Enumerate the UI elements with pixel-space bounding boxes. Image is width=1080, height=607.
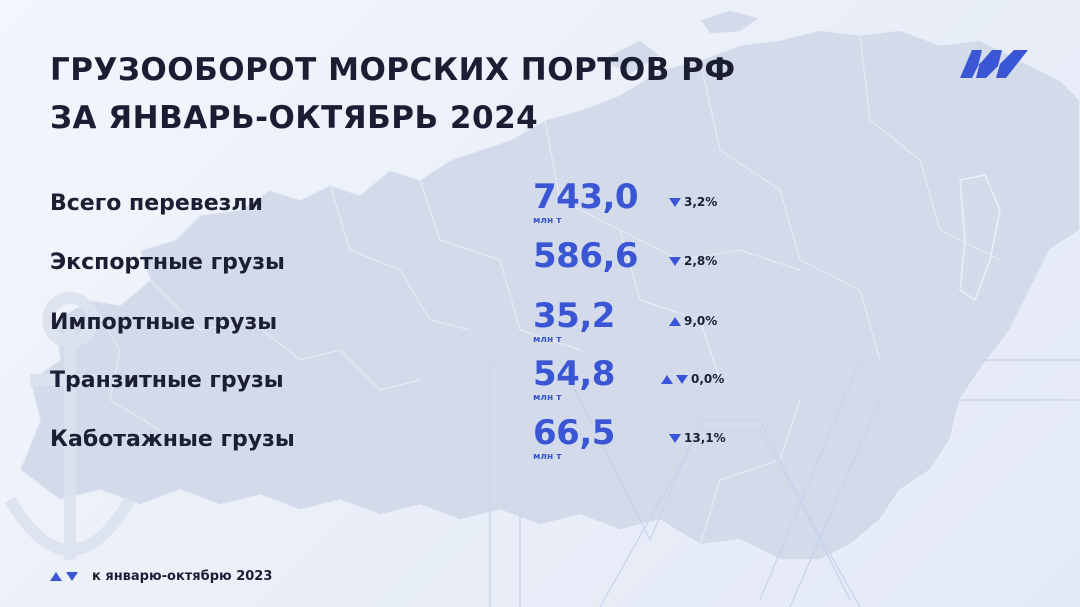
row-change: 9,0% — [669, 314, 717, 328]
stat-row-total: Всего перевезли 743,0 млн т 3,2% — [0, 177, 1080, 233]
brand-logo-icon — [960, 50, 1028, 78]
triangle-up-icon — [669, 316, 681, 326]
stat-row-transit: Транзитные грузы 54,8 млн т 0,0% — [0, 354, 1080, 410]
triangle-up-icon — [661, 374, 673, 384]
row-unit: млн т — [533, 393, 562, 403]
triangle-down-icon — [669, 256, 681, 266]
row-change: 0,0% — [661, 372, 724, 386]
row-label: Каботажные грузы — [50, 427, 295, 452]
triangle-down-icon — [669, 433, 681, 443]
row-value: 743,0 — [533, 177, 639, 217]
page-title: ГРУЗООБОРОТ МОРСКИХ ПОРТОВ РФ ЗА ЯНВАРЬ-… — [50, 46, 736, 142]
legend: к январю-октябрю 2023 — [50, 569, 272, 584]
row-label: Экспортные грузы — [50, 250, 285, 275]
row-unit: млн т — [533, 335, 562, 345]
change-value: 0,0% — [691, 372, 725, 386]
change-value: 3,2% — [684, 195, 718, 209]
triangle-down-icon — [676, 374, 688, 384]
title-line-2: ЗА ЯНВАРЬ-ОКТЯБРЬ 2024 — [50, 100, 539, 136]
row-value: 66,5 — [533, 413, 615, 453]
row-unit: млн т — [533, 216, 562, 226]
stat-row-export: Экспортные грузы 586,6 2,8% — [0, 236, 1080, 292]
row-value: 586,6 — [533, 236, 639, 276]
stat-row-import: Импортные грузы 35,2 млн т 9,0% — [0, 296, 1080, 352]
change-value: 9,0% — [684, 314, 718, 328]
anchor-icon — [4, 292, 136, 560]
title-line-1: ГРУЗООБОРОТ МОРСКИХ ПОРТОВ РФ — [50, 52, 736, 88]
row-value: 35,2 — [533, 296, 615, 336]
legend-text: к январю-октябрю 2023 — [92, 569, 273, 584]
row-unit: млн т — [533, 452, 562, 462]
row-change: 13,1% — [669, 431, 726, 445]
triangle-down-icon — [669, 197, 681, 207]
row-value: 54,8 — [533, 354, 615, 394]
stat-row-cabotage: Каботажные грузы 66,5 млн т 13,1% — [0, 413, 1080, 469]
triangle-up-icon — [50, 572, 62, 581]
change-value: 13,1% — [684, 431, 726, 445]
change-value: 2,8% — [684, 254, 718, 268]
outline-logo-watermark — [489, 359, 1080, 607]
row-label: Импортные грузы — [50, 310, 278, 335]
row-change: 2,8% — [669, 254, 717, 268]
row-change: 3,2% — [669, 195, 717, 209]
triangle-down-icon — [66, 572, 78, 581]
russia-map-icon — [19, 9, 1080, 561]
row-label: Транзитные грузы — [50, 368, 284, 393]
row-label: Всего перевезли — [50, 191, 263, 216]
